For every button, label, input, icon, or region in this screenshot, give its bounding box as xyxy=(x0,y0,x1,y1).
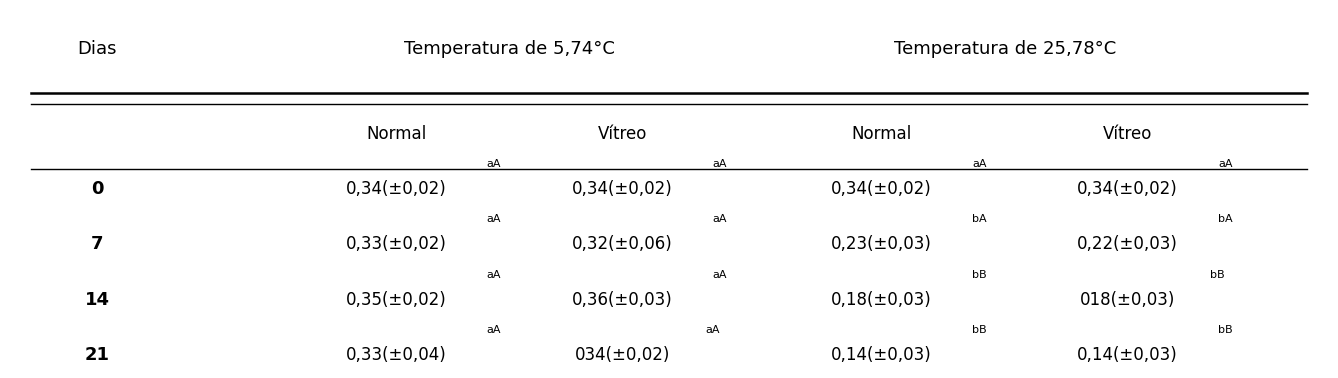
Text: Dias: Dias xyxy=(78,40,116,57)
Text: Temperatura de 25,78°C: Temperatura de 25,78°C xyxy=(894,40,1116,57)
Text: 0,33(±0,02): 0,33(±0,02) xyxy=(347,235,447,254)
Text: 0,33(±0,04): 0,33(±0,04) xyxy=(347,346,447,364)
Text: aA: aA xyxy=(1218,159,1232,169)
Text: bB: bB xyxy=(1218,325,1232,335)
Text: 0,34(±0,02): 0,34(±0,02) xyxy=(831,180,933,198)
Text: aA: aA xyxy=(713,214,727,224)
Text: 018(±0,03): 018(±0,03) xyxy=(1080,291,1175,309)
Text: 0,34(±0,02): 0,34(±0,02) xyxy=(1077,180,1179,198)
Text: 034(±0,02): 034(±0,02) xyxy=(575,346,670,364)
Text: aA: aA xyxy=(713,159,727,169)
Text: aA: aA xyxy=(487,214,500,224)
Text: 0,23(±0,03): 0,23(±0,03) xyxy=(831,235,933,254)
Text: 0: 0 xyxy=(91,180,103,198)
Text: 0,32(±0,06): 0,32(±0,06) xyxy=(573,235,673,254)
Text: bB: bB xyxy=(971,270,986,280)
Text: Vítreo: Vítreo xyxy=(1103,124,1152,143)
Text: bB: bB xyxy=(971,325,986,335)
Text: Temperatura de 5,74°C: Temperatura de 5,74°C xyxy=(404,40,615,57)
Text: 0,14(±0,03): 0,14(±0,03) xyxy=(831,346,933,364)
Text: bB: bB xyxy=(1210,270,1224,280)
Text: 14: 14 xyxy=(84,291,110,309)
Text: 0,34(±0,02): 0,34(±0,02) xyxy=(573,180,673,198)
Text: aA: aA xyxy=(487,159,500,169)
Text: aA: aA xyxy=(705,325,720,335)
Text: aA: aA xyxy=(487,325,500,335)
Text: 0,18(±0,03): 0,18(±0,03) xyxy=(831,291,933,309)
Text: 21: 21 xyxy=(84,346,110,364)
Text: 0,22(±0,03): 0,22(±0,03) xyxy=(1077,235,1179,254)
Text: 0,34(±0,02): 0,34(±0,02) xyxy=(347,180,447,198)
Text: aA: aA xyxy=(971,159,986,169)
Text: Vítreo: Vítreo xyxy=(598,124,648,143)
Text: aA: aA xyxy=(713,270,727,280)
Text: bA: bA xyxy=(971,214,986,224)
Text: 0,35(±0,02): 0,35(±0,02) xyxy=(347,291,447,309)
Text: aA: aA xyxy=(487,270,500,280)
Text: 7: 7 xyxy=(91,235,103,254)
Text: Normal: Normal xyxy=(367,124,427,143)
Text: 0,36(±0,03): 0,36(±0,03) xyxy=(573,291,673,309)
Text: 0,14(±0,03): 0,14(±0,03) xyxy=(1077,346,1179,364)
Text: bA: bA xyxy=(1218,214,1232,224)
Text: Normal: Normal xyxy=(851,124,913,143)
